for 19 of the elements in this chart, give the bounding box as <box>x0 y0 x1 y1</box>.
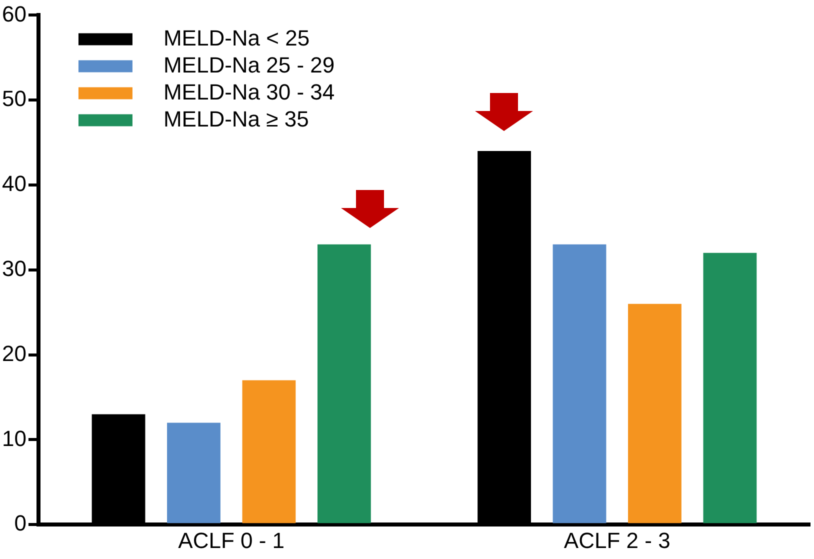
y-tick-label: 10 <box>2 426 26 451</box>
y-tick-label: 0 <box>14 510 26 536</box>
y-tick-label: 20 <box>2 340 26 366</box>
y-tick-label: 60 <box>2 1 26 26</box>
bar <box>552 244 606 524</box>
bar <box>317 244 371 524</box>
y-tick-label: 30 <box>2 256 26 281</box>
x-tick-label: ACLF 2 - 3 <box>564 528 670 553</box>
x-tick-label: ACLF 0 - 1 <box>178 528 285 553</box>
bar <box>628 304 682 524</box>
legend-label: MELD-Na < 25 <box>163 25 310 50</box>
legend-label: MELD-Na 25 - 29 <box>163 52 335 78</box>
legend-label: MELD-Na 30 - 34 <box>163 79 335 104</box>
y-tick-label: 50 <box>2 86 26 112</box>
legend-label: MELD-Na ≥ 35 <box>163 106 309 132</box>
bar <box>167 422 220 524</box>
y-tick-label: 40 <box>2 171 26 196</box>
bar <box>703 252 757 524</box>
bar <box>242 380 296 524</box>
